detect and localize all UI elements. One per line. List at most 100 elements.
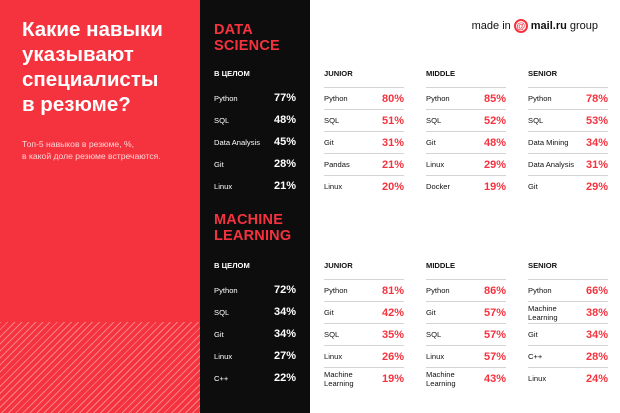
skill-name-line: Git [426,308,436,317]
level-skill-row: Machine Learning 43% [426,367,506,389]
overall-skill-row: SQL 34% [214,301,296,323]
skill-name-line: SQL [426,116,442,125]
section-title-line: SCIENCE [214,38,280,54]
skill-name-line: Git [324,138,334,147]
overall-skill-row: Linux 27% [214,345,296,367]
overall-skill-row: Git 28% [214,153,296,175]
skill-percent: 48% [273,114,296,126]
skill-name-line: Python [324,94,348,103]
level-skill-row: Docker 19% [426,175,506,197]
skill-name-line: Git [214,329,224,339]
skill-name-line: Python [214,285,238,295]
skill-name-line: SQL [324,330,340,339]
skill-name-line: Git [528,330,538,339]
skill-percent: 57% [483,350,506,363]
level-skill-row: Machine Learning 38% [528,301,608,323]
skill-percent: 26% [381,350,404,363]
skill-name: Git [214,330,224,339]
skill-name-line: Git [324,308,334,317]
level-skill-row: Git 42% [324,301,404,323]
section-title-data-science: DATA SCIENCE [214,22,280,54]
skill-name-line: Python [324,286,348,295]
level-skill-row: Linux 24% [528,367,608,389]
brand-name: mail.ru [530,20,567,32]
skill-name-line: Linux [324,182,343,191]
skill-name-line: Git [214,159,224,169]
skill-percent: 86% [483,284,506,297]
skill-name-line: Python [426,286,450,295]
skill-name: Git [214,160,224,169]
skill-name-line: SQL [426,330,442,339]
skill-percent: 21% [273,180,296,192]
skill-name: SQL [324,330,339,339]
level-skill-row: SQL 57% [426,323,506,345]
skill-name: Python [528,94,552,103]
skill-name-line: Data Mining [528,138,569,147]
overall-header: В ЦЕЛОМ [214,69,250,78]
skill-name-line: Learning [528,312,558,322]
level-header-junior: JUNIOR [324,69,353,78]
skill-name: Python [324,94,348,103]
skill-percent: 31% [585,158,608,171]
skill-name-line: Learning [426,378,456,388]
skill-name-line: Linux [426,160,445,169]
at-sign-icon: @ [513,19,528,33]
skill-name: Machine Learning [528,304,558,322]
skill-name: Pandas [324,160,350,169]
skill-name-line: C++ [528,352,543,361]
skill-percent: 78% [585,92,608,105]
skill-percent: 34% [273,328,296,340]
skill-name: SQL [214,116,229,125]
skill-name: Linux [426,352,444,361]
skill-name: Data Mining [528,138,569,147]
level-skill-row: Python 85% [426,87,506,109]
skill-percent: 35% [381,328,404,341]
overall-skill-row: SQL 48% [214,109,296,131]
skill-name-line: Python [214,93,238,103]
skill-name-line: Linux [426,352,445,361]
skill-percent: 57% [483,306,506,319]
skill-percent: 42% [381,306,404,319]
section-title-line: DATA [214,22,253,38]
skill-percent: 53% [585,114,608,127]
levels-area: made in @ mail.ru group JUNIOR Python 80% S… [310,0,620,413]
skill-name-line: Pandas [324,160,350,169]
skill-percent: 45% [273,136,296,148]
skill-name: Linux [214,182,232,191]
skill-percent: 28% [585,350,608,363]
skill-name-line: Learning [324,378,354,388]
section-title-line: LEARNING [214,228,292,244]
skill-percent: 20% [381,180,404,193]
skill-name-line: Python [528,94,552,103]
skill-name: Linux [214,352,232,361]
skill-name: SQL [426,116,441,125]
level-skill-row: Git 34% [528,323,608,345]
level-header-senior: SENIOR [528,69,558,78]
level-skill-row: Python 78% [528,87,608,109]
skill-name: Git [426,138,436,147]
skill-name-line: Linux [214,181,233,191]
skill-name: SQL [426,330,441,339]
skill-percent: 31% [381,136,404,149]
skill-name: Git [528,182,538,191]
level-skill-row: Git 48% [426,131,506,153]
diagonal-stripes-decoration [0,322,200,413]
skill-percent: 38% [585,306,608,319]
level-skill-row: Python 86% [426,279,506,301]
skill-name: Linux [528,374,546,383]
skill-percent: 48% [483,136,506,149]
skill-name: C++ [214,374,228,383]
skill-name-line: Data Analysis [214,137,261,147]
level-skill-row: SQL 53% [528,109,608,131]
skill-name-line: Python [528,286,552,295]
level-header-middle: MIDDLE [426,261,456,270]
level-skill-row: Linux 29% [426,153,506,175]
skill-percent: 24% [585,372,608,385]
level-skill-row: SQL 52% [426,109,506,131]
skill-percent: 34% [585,328,608,341]
level-skill-row: Python 80% [324,87,404,109]
skill-percent: 72% [273,284,296,296]
skill-name-line: Machine [426,369,455,379]
overall-header: В ЦЕЛОМ [214,261,250,270]
title-line: указывают [22,43,134,66]
